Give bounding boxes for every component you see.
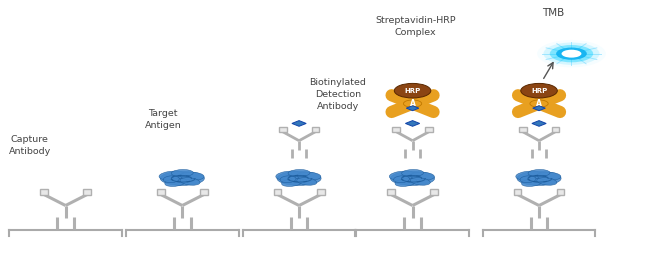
Ellipse shape (297, 178, 317, 185)
Ellipse shape (288, 170, 310, 177)
Ellipse shape (163, 176, 179, 183)
FancyBboxPatch shape (425, 127, 433, 132)
Circle shape (562, 50, 581, 58)
Polygon shape (406, 106, 419, 111)
Circle shape (530, 100, 548, 107)
Polygon shape (533, 106, 545, 111)
Polygon shape (406, 121, 420, 126)
FancyBboxPatch shape (519, 127, 526, 132)
FancyBboxPatch shape (556, 189, 564, 194)
Ellipse shape (165, 178, 187, 186)
Circle shape (556, 48, 587, 60)
FancyBboxPatch shape (311, 127, 319, 132)
Circle shape (550, 45, 593, 62)
Circle shape (543, 42, 599, 65)
Ellipse shape (297, 172, 321, 180)
Ellipse shape (389, 171, 416, 180)
Text: Capture
Antibody: Capture Antibody (8, 135, 51, 156)
Ellipse shape (161, 171, 204, 185)
Circle shape (404, 100, 422, 107)
Ellipse shape (521, 178, 543, 186)
Ellipse shape (159, 171, 186, 180)
Ellipse shape (537, 172, 561, 180)
Ellipse shape (517, 171, 561, 185)
Ellipse shape (393, 176, 410, 183)
Ellipse shape (516, 171, 543, 180)
FancyBboxPatch shape (279, 127, 287, 132)
Polygon shape (532, 121, 546, 126)
Ellipse shape (172, 170, 193, 177)
Ellipse shape (277, 171, 321, 185)
Text: Biotinylated
Detection
Antibody: Biotinylated Detection Antibody (309, 78, 367, 111)
Text: Streptavidin-HRP
Complex: Streptavidin-HRP Complex (376, 16, 456, 37)
Text: Target
Antigen: Target Antigen (144, 109, 181, 130)
Ellipse shape (402, 170, 424, 177)
Ellipse shape (280, 176, 296, 183)
Text: HRP: HRP (404, 88, 421, 94)
Ellipse shape (180, 172, 204, 180)
Ellipse shape (180, 178, 200, 185)
FancyBboxPatch shape (514, 189, 521, 194)
Ellipse shape (395, 178, 417, 186)
Ellipse shape (537, 178, 557, 185)
FancyBboxPatch shape (387, 189, 395, 194)
FancyBboxPatch shape (317, 189, 324, 194)
Ellipse shape (520, 176, 536, 183)
Circle shape (395, 83, 431, 98)
FancyBboxPatch shape (393, 127, 400, 132)
FancyBboxPatch shape (274, 189, 281, 194)
FancyBboxPatch shape (157, 189, 164, 194)
Ellipse shape (276, 171, 302, 180)
Circle shape (537, 40, 606, 67)
FancyBboxPatch shape (83, 189, 91, 194)
Polygon shape (292, 121, 306, 126)
FancyBboxPatch shape (200, 189, 208, 194)
Ellipse shape (411, 172, 434, 180)
Ellipse shape (528, 170, 550, 177)
Ellipse shape (410, 178, 430, 185)
Text: A: A (536, 99, 542, 108)
Text: A: A (410, 99, 415, 108)
Circle shape (521, 83, 557, 98)
Ellipse shape (391, 171, 435, 185)
Ellipse shape (281, 178, 304, 186)
Text: HRP: HRP (531, 88, 547, 94)
FancyBboxPatch shape (551, 127, 559, 132)
FancyBboxPatch shape (40, 189, 48, 194)
FancyBboxPatch shape (430, 189, 438, 194)
Text: TMB: TMB (542, 9, 565, 18)
